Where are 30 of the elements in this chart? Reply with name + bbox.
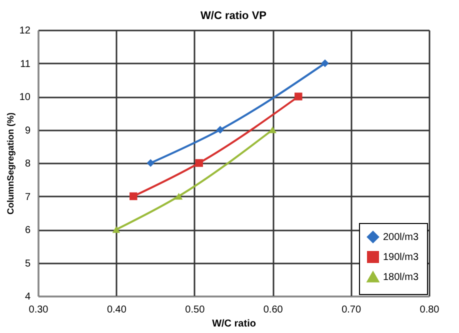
x-tick-label: 0.80 xyxy=(420,304,440,316)
chart-title: W/C ratio VP xyxy=(200,10,267,22)
point xyxy=(268,126,276,134)
y-tick-label: 5 xyxy=(24,258,31,270)
y-tick-label: 9 xyxy=(24,125,31,136)
x-tick-label: 0.30 xyxy=(28,304,49,316)
y-tick-label: 7 xyxy=(24,192,31,203)
legend-label: 190l/m3 xyxy=(383,252,420,263)
x-tick-label: 0.40 xyxy=(106,304,127,316)
y-tick-label: 10 xyxy=(19,92,31,103)
point xyxy=(112,226,120,233)
point xyxy=(321,59,329,68)
point xyxy=(294,92,302,100)
y-axis-title: ColumnSegregation (%) xyxy=(5,112,16,215)
x-tick-label: 0.70 xyxy=(342,304,362,316)
point xyxy=(195,159,203,167)
point xyxy=(174,192,183,200)
point xyxy=(216,126,224,134)
legend-label: 180l/m3 xyxy=(383,272,420,283)
y-tick-label: 12 xyxy=(19,26,31,36)
x-tick-label: 0.60 xyxy=(263,304,284,316)
point xyxy=(130,192,138,200)
y-tick-label: 6 xyxy=(24,225,31,236)
y-tick-label: 4 xyxy=(24,292,31,302)
y-tick-label: 11 xyxy=(20,58,31,70)
legend-label: 200l/m3 xyxy=(383,232,420,243)
y-tick-label: 8 xyxy=(24,158,31,170)
point xyxy=(146,159,154,167)
x-axis-title: W/C ratio xyxy=(212,318,256,330)
x-tick-label: 0.50 xyxy=(185,304,206,316)
